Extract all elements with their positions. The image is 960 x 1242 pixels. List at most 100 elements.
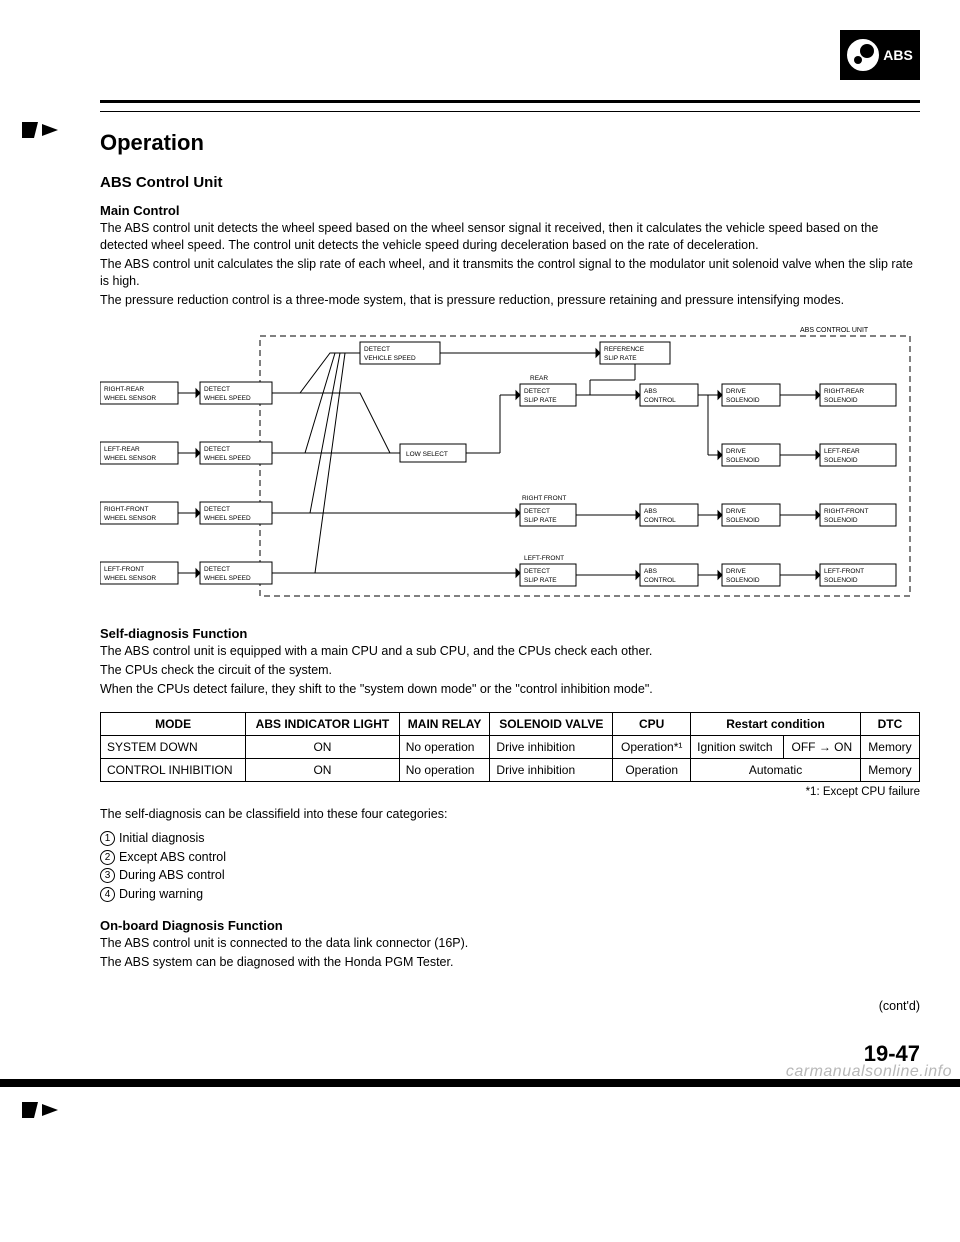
cat-label: During warning — [119, 885, 203, 904]
binding-mark-bottom — [20, 1100, 60, 1120]
svg-text:WHEEL SPEED: WHEEL SPEED — [204, 515, 251, 522]
list-item: 3During ABS control — [100, 866, 920, 885]
main-control-p2: The ABS control unit calculates the slip… — [100, 256, 920, 290]
subtitle: ABS Control Unit — [100, 174, 920, 191]
td-relay: No operation — [399, 759, 490, 782]
svg-text:RIGHT-REAR: RIGHT-REAR — [824, 388, 864, 395]
svg-text:RIGHT-FRONT: RIGHT-FRONT — [104, 506, 148, 513]
circled-number: 1 — [100, 831, 115, 846]
svg-text:SOLENOID: SOLENOID — [726, 457, 760, 464]
th-mode: MODE — [101, 713, 246, 736]
self-diag-section: Self-diagnosis Function The ABS control … — [100, 626, 920, 698]
svg-text:SLIP RATE: SLIP RATE — [524, 397, 557, 404]
page-title: Operation — [100, 130, 920, 156]
svg-text:RIGHT-REAR: RIGHT-REAR — [104, 386, 144, 393]
svg-text:DRIVE: DRIVE — [726, 388, 747, 395]
td-dtc: Memory — [860, 759, 919, 782]
detect-speed-boxes: DETECT WHEEL SPEED DETECT WHEEL SPEED DETE… — [200, 382, 272, 584]
categories-intro: The self-diagnosis can be classifield in… — [100, 806, 920, 823]
svg-text:WHEEL SPEED: WHEEL SPEED — [204, 575, 251, 582]
svg-text:DETECT: DETECT — [524, 568, 550, 575]
table-row: SYSTEM DOWN ON No operation Drive inhibi… — [101, 736, 920, 759]
main-control-heading: Main Control — [100, 203, 920, 218]
diagram-title: ABS CONTROL UNIT — [800, 327, 869, 334]
sensor-boxes: RIGHT-REARWHEEL SENSOR LEFT-REARWHEEL SE… — [100, 382, 178, 584]
svg-text:RIGHT FRONT: RIGHT FRONT — [522, 495, 566, 502]
svg-text:WHEEL SPEED: WHEEL SPEED — [204, 455, 251, 462]
svg-text:VEHICLE SPEED: VEHICLE SPEED — [364, 355, 416, 362]
svg-text:SOLENOID: SOLENOID — [824, 457, 858, 464]
svg-text:CONTROL: CONTROL — [644, 397, 676, 404]
svg-text:LEFT-FRONT: LEFT-FRONT — [104, 566, 144, 573]
svg-text:WHEEL SENSOR: WHEEL SENSOR — [104, 575, 156, 582]
svg-text:REFERENCE: REFERENCE — [604, 346, 645, 353]
page-content: ABS Operation ABS Control Unit Main Cont… — [0, 0, 960, 1087]
svg-text:WHEEL SENSOR: WHEEL SENSOR — [104, 515, 156, 522]
td-restart: Automatic — [691, 759, 861, 782]
td-restart1: Ignition switch — [691, 736, 784, 759]
onboard-heading: On-board Diagnosis Function — [100, 918, 920, 933]
td-valve: Drive inhibition — [490, 736, 613, 759]
abs-badge: ABS — [840, 30, 920, 80]
svg-text:DETECT: DETECT — [204, 446, 230, 453]
main-control-section: Main Control The ABS control unit detect… — [100, 203, 920, 308]
th-dtc: DTC — [860, 713, 919, 736]
svg-text:DETECT: DETECT — [204, 386, 230, 393]
bottom-bar — [0, 1079, 960, 1087]
svg-text:WHEEL SENSOR: WHEEL SENSOR — [104, 395, 156, 402]
svg-text:RIGHT-FRONT: RIGHT-FRONT — [824, 508, 868, 515]
table-footnote: *1: Except CPU failure — [100, 786, 920, 798]
svg-text:DRIVE: DRIVE — [726, 568, 747, 575]
svg-text:DRIVE: DRIVE — [726, 508, 747, 515]
mode-table: MODE ABS INDICATOR LIGHT MAIN RELAY SOLE… — [100, 712, 920, 782]
abs-badge-icon — [847, 39, 879, 71]
svg-text:LEFT-REAR: LEFT-REAR — [824, 448, 860, 455]
svg-text:DETECT: DETECT — [364, 346, 390, 353]
onboard-p1: The ABS control unit is connected to the… — [100, 935, 920, 952]
td-light: ON — [246, 759, 400, 782]
svg-text:REAR: REAR — [530, 375, 548, 382]
svg-text:ABS: ABS — [644, 568, 658, 575]
svg-text:CONTROL: CONTROL — [644, 517, 676, 524]
self-diag-p2: The CPUs check the circuit of the system… — [100, 662, 920, 679]
td-mode: SYSTEM DOWN — [101, 736, 246, 759]
circled-number: 2 — [100, 850, 115, 865]
list-item: 2Except ABS control — [100, 848, 920, 867]
svg-text:SLIP RATE: SLIP RATE — [604, 355, 637, 362]
svg-text:DETECT: DETECT — [204, 506, 230, 513]
svg-text:ABS: ABS — [644, 388, 658, 395]
td-restart2: OFF → ON — [783, 736, 860, 759]
continued-label: (cont'd) — [100, 999, 920, 1013]
svg-text:SLIP RATE: SLIP RATE — [524, 517, 557, 524]
svg-text:CONTROL: CONTROL — [644, 577, 676, 584]
self-diag-p3: When the CPUs detect failure, they shift… — [100, 681, 920, 698]
cat-label: Initial diagnosis — [119, 829, 204, 848]
category-list: 1 Initial diagnosis 2Except ABS control 3… — [100, 829, 920, 904]
th-relay: MAIN RELAY — [399, 713, 490, 736]
block-diagram: .bx { fill: #fff; stroke: #000; stroke-w… — [100, 322, 920, 602]
svg-text:SOLENOID: SOLENOID — [726, 577, 760, 584]
onboard-section: On-board Diagnosis Function The ABS cont… — [100, 918, 920, 971]
main-control-p1: The ABS control unit detects the wheel s… — [100, 220, 920, 254]
output-solenoids: RIGHT-REAR SOLENOID LEFT-REAR SOLENOID RIG… — [820, 384, 896, 586]
circled-number: 3 — [100, 868, 115, 883]
table-header-row: MODE ABS INDICATOR LIGHT MAIN RELAY SOLE… — [101, 713, 920, 736]
svg-text:WHEEL SENSOR: WHEEL SENSOR — [104, 455, 156, 462]
abs-control-boxes: ABSCONTROL ABSCONTROL ABSCONTROL — [640, 384, 698, 586]
list-item: 4During warning — [100, 885, 920, 904]
th-light: ABS INDICATOR LIGHT — [246, 713, 400, 736]
self-diag-p1: The ABS control unit is equipped with a … — [100, 643, 920, 660]
list-item: 1 Initial diagnosis — [100, 829, 920, 848]
td-dtc: Memory — [860, 736, 919, 759]
th-restart: Restart condition — [691, 713, 861, 736]
th-cpu: CPU — [613, 713, 691, 736]
self-diag-heading: Self-diagnosis Function — [100, 626, 920, 641]
td-relay: No operation — [399, 736, 490, 759]
table-row: CONTROL INHIBITION ON No operation Drive… — [101, 759, 920, 782]
rule-thick — [100, 100, 920, 103]
rule-thin — [100, 111, 920, 112]
td-cpu: Operation — [613, 759, 691, 782]
svg-text:SOLENOID: SOLENOID — [824, 517, 858, 524]
svg-text:SOLENOID: SOLENOID — [824, 577, 858, 584]
main-control-p3: The pressure reduction control is a thre… — [100, 292, 920, 309]
